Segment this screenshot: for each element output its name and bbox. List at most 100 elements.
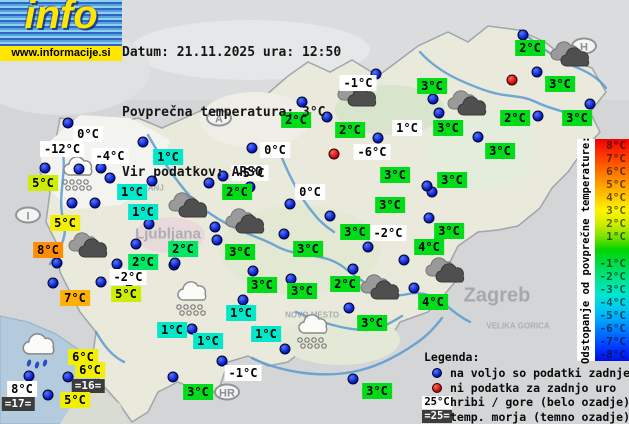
scale-tick-label: -2°C — [599, 269, 627, 283]
temperature-label: 2°C — [128, 254, 158, 270]
scale-tick-label — [595, 244, 629, 257]
temperature-label: -5°C — [231, 165, 269, 181]
station-dot-blue — [62, 371, 74, 383]
station-dot-blue — [343, 302, 355, 314]
station-dot-blue — [531, 66, 543, 78]
station-dot-blue — [217, 170, 229, 182]
temperature-label: 3°C — [340, 224, 370, 240]
temperature-label: 3°C — [434, 223, 464, 239]
station-dot-blue — [39, 162, 51, 174]
country-sign-a: A — [206, 109, 232, 127]
station-dot-blue — [278, 228, 290, 240]
cloud-dark-icon — [65, 231, 111, 265]
station-dot-blue — [95, 276, 107, 288]
logo-brand-text: info — [24, 0, 98, 37]
logo-stripes-background: info — [0, 0, 122, 46]
temperature-label: -12°C — [39, 141, 85, 157]
legend-item-label: ni podatka za zadnjo uro — [450, 380, 617, 395]
legend-item: =25= temp. morja (temno ozadje) — [422, 410, 629, 424]
temperature-label: 2°C — [168, 241, 198, 257]
country-sign-hr: HR — [214, 383, 240, 401]
station-dot-blue — [532, 110, 544, 122]
station-dot-blue — [398, 254, 410, 266]
temperature-label: 5°C — [28, 175, 58, 191]
temperature-label: -2°C — [109, 269, 147, 285]
temperature-label: 8°C — [33, 242, 63, 258]
station-dot-blue — [296, 96, 308, 108]
temperature-label: -6°C — [353, 144, 391, 160]
station-dot-blue — [216, 355, 228, 367]
temperature-label: 3°C — [485, 143, 515, 159]
map-city-label: Ljubljana — [135, 225, 201, 243]
scale-tick-label: -5°C — [599, 308, 627, 322]
cloud-dark-icon — [165, 191, 211, 225]
temperature-label: 6°C — [75, 362, 105, 378]
temperature-label: -1°C — [339, 75, 377, 91]
station-dot-blue — [211, 234, 223, 246]
temperature-label: 7°C — [60, 290, 90, 306]
station-dot-blue — [42, 389, 54, 401]
station-dot-blue — [186, 323, 198, 335]
temperature-label: 1°C — [153, 149, 183, 165]
scale-tick-label: -7°C — [599, 334, 627, 348]
temperature-label: -4°C — [91, 148, 129, 164]
scale-tick-label: 1°C — [606, 230, 626, 244]
temperature-label: 1°C — [157, 322, 187, 338]
temperature-label: -1°C — [224, 365, 262, 381]
station-dot-blue — [279, 343, 291, 355]
station-dot-blue — [408, 282, 420, 294]
temperature-label: 3°C — [362, 383, 392, 399]
temperature-label: 1°C — [193, 333, 223, 349]
temperature-label: 2°C — [281, 112, 311, 128]
station-dot-blue — [324, 210, 336, 222]
scale-tick-label: -6°C — [599, 321, 627, 335]
station-dot-blue — [433, 107, 445, 119]
station-dot-blue — [237, 294, 249, 306]
station-dot-blue — [104, 172, 116, 184]
temperature-label: 2°C — [335, 122, 365, 138]
temperature-label: 3°C — [183, 384, 213, 400]
logo-website-link[interactable]: www.informacije.si — [0, 46, 122, 61]
temperature-label: 0°C — [295, 184, 325, 200]
cloud-drizzle-icon — [292, 314, 334, 354]
cloud-dark-icon — [444, 89, 490, 123]
station-dot-blue — [423, 212, 435, 224]
legend-item-label: hribi / gore (belo ozadje) — [450, 395, 629, 409]
temperature-label: 3°C — [380, 167, 410, 183]
temperature-label: 0°C — [260, 142, 290, 158]
map-header: Datum: 21.11.2025 ura: 12:50 Povprečna t… — [122, 3, 341, 223]
header-source-line: Vir podatkov: ARSO — [122, 165, 263, 180]
temperature-label: 3°C — [293, 241, 323, 257]
cloud-rain-icon — [15, 332, 61, 376]
temperature-label: 3°C — [437, 172, 467, 188]
country-sign-i: I — [15, 206, 41, 224]
temperature-label: 2°C — [330, 276, 360, 292]
temperature-label: 1°C — [392, 120, 422, 136]
station-dot-blue — [246, 142, 258, 154]
station-dot-blue — [66, 197, 78, 209]
station-dot-blue — [23, 370, 35, 382]
temperature-label: 1°C — [117, 184, 147, 200]
temperature-label: 3°C — [247, 277, 277, 293]
sea-temperature-label: =16= — [71, 379, 105, 393]
map-legend: Legenda: na voljo so podatki zadnje uren… — [422, 350, 629, 424]
info-logo[interactable]: info www.informacije.si — [0, 0, 122, 61]
station-dot-red — [328, 148, 340, 160]
temperature-label: 8°C — [7, 381, 37, 397]
header-date-line: Datum: 21.11.2025 ura: 12:50 — [122, 45, 342, 60]
station-dot-blue — [47, 277, 59, 289]
temperature-label: 3°C — [545, 76, 575, 92]
scale-color-bar: 8°C 7°C 6°C 5°C 4°C 3°C 2°C 1°C -1°C -2°C -3°C -4°C… — [595, 139, 629, 361]
legend-item: na voljo so podatki zadnje ure — [424, 366, 629, 380]
station-dot-blue — [95, 162, 107, 174]
temperature-label: 2°C — [500, 110, 530, 126]
station-dot-blue — [321, 111, 333, 123]
box-dark-icon: =25= — [422, 410, 452, 423]
station-dot-blue — [111, 258, 123, 270]
legend-item: 25°C hribi / gore (belo ozadje) — [422, 395, 629, 409]
temperature-label: 5°C — [111, 286, 141, 302]
scale-title: Odstopanje od povprečne temperature: — [580, 136, 592, 364]
station-dot-blue — [130, 238, 142, 250]
temperature-label: 3°C — [225, 244, 255, 260]
station-dot-blue — [472, 131, 484, 143]
